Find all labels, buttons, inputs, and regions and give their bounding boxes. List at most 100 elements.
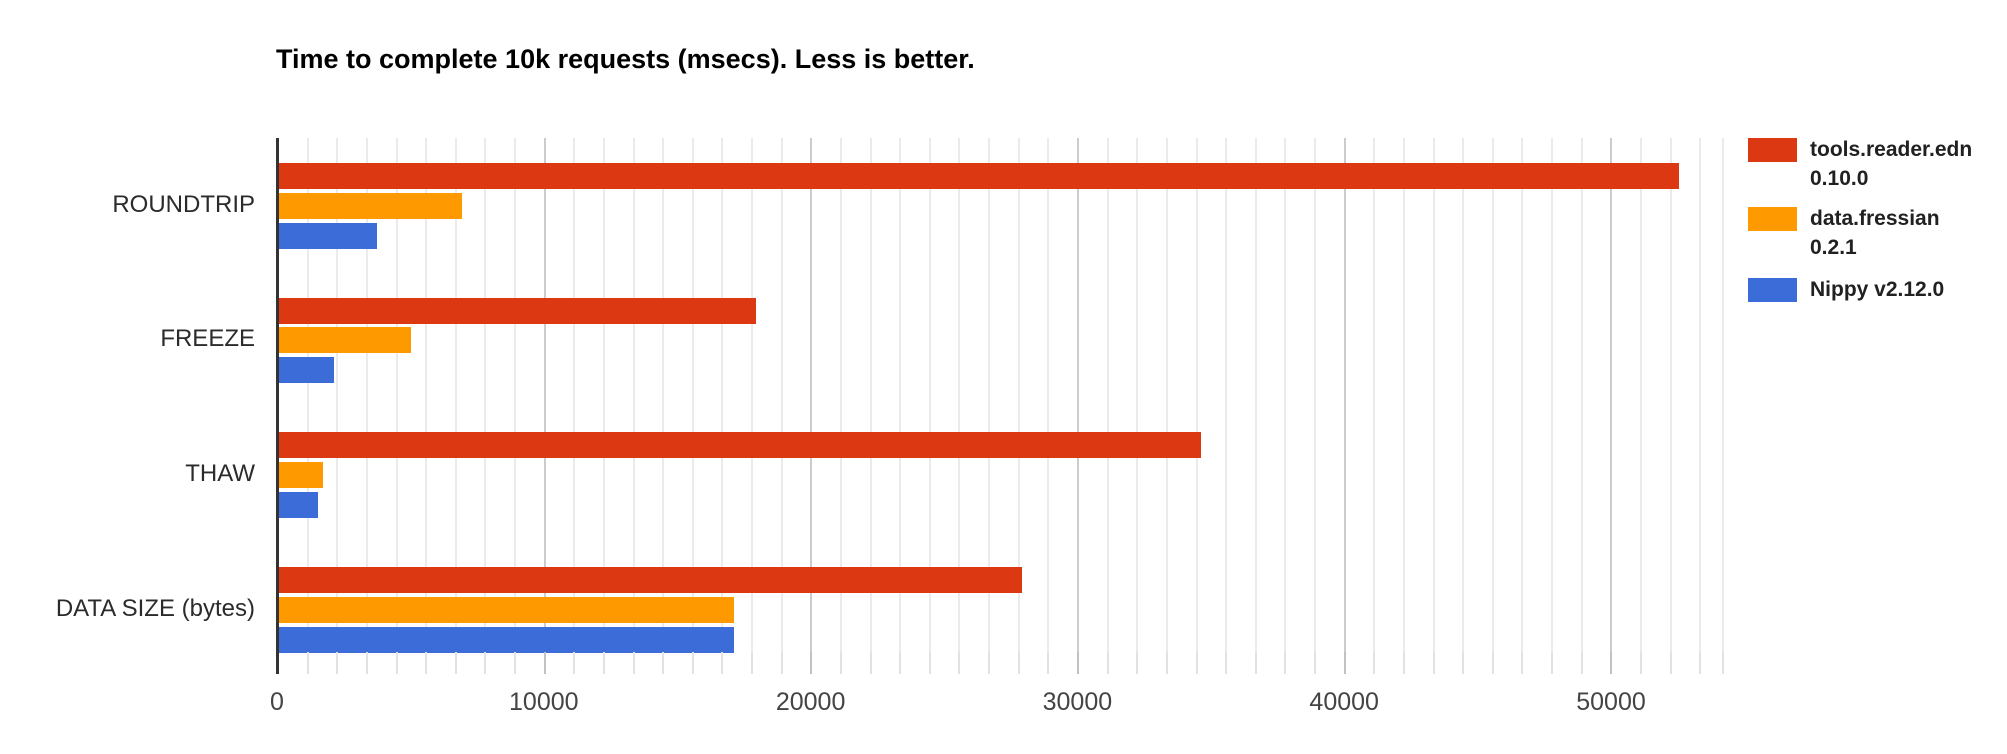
minor-gridline	[869, 138, 872, 652]
minor-gridline	[602, 138, 605, 652]
category-label-data-size-bytes: DATA SIZE (bytes)	[55, 594, 255, 622]
minor-gridline	[1491, 138, 1494, 652]
legend-label-data-fressian-0-2-1: data.fressian 0.2.1	[1810, 204, 1940, 262]
minor-tick	[1254, 652, 1257, 674]
minor-gridline	[573, 138, 576, 652]
minor-tick	[425, 652, 428, 674]
minor-gridline	[1639, 138, 1642, 652]
minor-tick	[454, 652, 457, 674]
minor-gridline	[1254, 138, 1257, 652]
major-tick	[1610, 652, 1613, 674]
bar-data-fressian-0-2-1-thaw	[278, 462, 324, 489]
minor-tick	[1402, 652, 1405, 674]
minor-tick	[1669, 652, 1672, 674]
bar-nippy-v2-12-0-data-size-bytes	[278, 626, 735, 653]
minor-gridline	[1402, 138, 1405, 652]
legend-swatch-data-fressian-0-2-1	[1748, 207, 1797, 231]
bar-nippy-v2-12-0-freeze	[278, 357, 335, 384]
minor-tick	[1136, 652, 1139, 674]
minor-gridline	[1284, 138, 1287, 652]
minor-tick	[691, 652, 694, 674]
y-axis-line	[276, 138, 279, 674]
minor-tick	[988, 652, 991, 674]
minor-gridline	[1106, 138, 1109, 652]
minor-tick	[1521, 652, 1524, 674]
minor-gridline	[1669, 138, 1672, 652]
minor-tick	[1284, 652, 1287, 674]
minor-tick	[395, 652, 398, 674]
legend-label-nippy-v2-12-0: Nippy v2.12.0	[1810, 275, 1944, 304]
minor-gridline	[336, 138, 339, 652]
minor-tick	[1432, 652, 1435, 674]
major-gridline	[810, 138, 813, 652]
chart-title: Time to complete 10k requests (msecs). L…	[276, 44, 975, 74]
major-gridline	[543, 138, 546, 652]
legend-label-line: 0.2.1	[1810, 236, 1857, 259]
minor-gridline	[899, 138, 902, 652]
minor-tick	[958, 652, 961, 674]
minor-tick	[1639, 652, 1642, 674]
bar-data-fressian-0-2-1-data-size-bytes	[278, 596, 735, 623]
bar-tools-reader-edn-0-10-0-freeze	[278, 297, 756, 324]
major-tick	[543, 652, 546, 674]
minor-tick	[365, 652, 368, 674]
minor-tick	[1373, 652, 1376, 674]
major-gridline	[1343, 138, 1346, 652]
minor-tick	[602, 652, 605, 674]
minor-gridline	[306, 138, 309, 652]
category-label-roundtrip: ROUNDTRIP	[112, 190, 255, 218]
minor-tick	[1017, 652, 1020, 674]
bar-nippy-v2-12-0-thaw	[278, 491, 319, 518]
minor-tick	[751, 652, 754, 674]
bar-tools-reader-edn-0-10-0-thaw	[278, 432, 1202, 459]
minor-gridline	[958, 138, 961, 652]
minor-gridline	[365, 138, 368, 652]
minor-tick	[1225, 652, 1228, 674]
minor-gridline	[1373, 138, 1376, 652]
minor-gridline	[721, 138, 724, 652]
minor-tick	[1195, 652, 1198, 674]
minor-tick	[1699, 652, 1702, 674]
minor-gridline	[1699, 138, 1702, 652]
minor-gridline	[780, 138, 783, 652]
minor-gridline	[1165, 138, 1168, 652]
minor-gridline	[1314, 138, 1317, 652]
minor-tick	[1314, 652, 1317, 674]
minor-gridline	[1017, 138, 1020, 652]
x-tick-label-30000: 30000	[1042, 688, 1113, 716]
minor-tick	[484, 652, 487, 674]
minor-tick	[1462, 652, 1465, 674]
minor-tick	[662, 652, 665, 674]
minor-tick	[721, 652, 724, 674]
minor-tick	[1722, 652, 1724, 674]
minor-tick	[573, 652, 576, 674]
minor-gridline	[514, 138, 517, 652]
minor-tick	[839, 652, 842, 674]
bar-data-fressian-0-2-1-roundtrip	[278, 192, 463, 219]
minor-gridline	[1521, 138, 1524, 652]
bar-tools-reader-edn-0-10-0-roundtrip	[278, 163, 1679, 189]
category-label-thaw: THAW	[185, 460, 255, 488]
minor-gridline	[1136, 138, 1139, 652]
minor-gridline	[928, 138, 931, 652]
minor-tick	[1106, 652, 1109, 674]
minor-tick	[632, 652, 635, 674]
legend-label-line: tools.reader.edn	[1810, 138, 1973, 161]
legend-label-tools-reader-edn-0-10-0: tools.reader.edn 0.10.0	[1810, 135, 1972, 193]
legend-label-line: data.fressian	[1810, 207, 1940, 230]
minor-gridline	[632, 138, 635, 652]
x-tick-label-50000: 50000	[1576, 688, 1646, 716]
minor-gridline	[988, 138, 991, 652]
minor-tick	[899, 652, 902, 674]
minor-gridline	[484, 138, 487, 652]
minor-gridline	[454, 138, 457, 652]
x-tick-label-20000: 20000	[775, 688, 846, 716]
major-gridline	[1077, 138, 1079, 652]
legend-label-line: 0.10.0	[1810, 167, 1869, 190]
minor-tick	[1491, 652, 1494, 674]
minor-gridline	[1047, 138, 1050, 652]
minor-tick	[336, 652, 339, 674]
major-tick	[810, 652, 813, 674]
minor-gridline	[1722, 138, 1724, 652]
